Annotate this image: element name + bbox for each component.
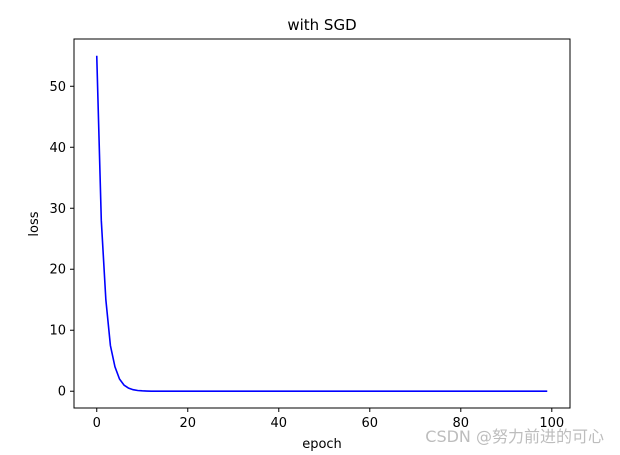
y-tick-label: 0 bbox=[58, 385, 66, 400]
watermark-text: CSDN @努力前进的可心 bbox=[425, 427, 604, 446]
x-tick-label: 80 bbox=[453, 416, 470, 431]
y-tick-label: 10 bbox=[49, 324, 66, 339]
y-axis: 0 10 20 30 40 50 bbox=[49, 80, 74, 400]
loss-series-line bbox=[95, 55, 548, 393]
x-axis: 0 20 40 60 80 100 bbox=[93, 408, 564, 431]
x-tick-label: 40 bbox=[270, 416, 287, 431]
x-tick-label: 60 bbox=[362, 416, 379, 431]
chart-title: with SGD bbox=[287, 16, 356, 34]
x-axis-label: epoch bbox=[302, 437, 342, 452]
y-axis-label: loss bbox=[27, 211, 42, 236]
x-tick-label: 0 bbox=[93, 416, 101, 431]
y-tick-label: 50 bbox=[49, 80, 66, 95]
plot-area-frame bbox=[73, 38, 571, 409]
y-tick-label: 20 bbox=[49, 263, 66, 278]
y-tick-label: 30 bbox=[49, 202, 66, 217]
x-tick-label: 100 bbox=[539, 416, 564, 431]
x-tick-label: 20 bbox=[179, 416, 196, 431]
y-tick-label: 40 bbox=[49, 141, 66, 156]
